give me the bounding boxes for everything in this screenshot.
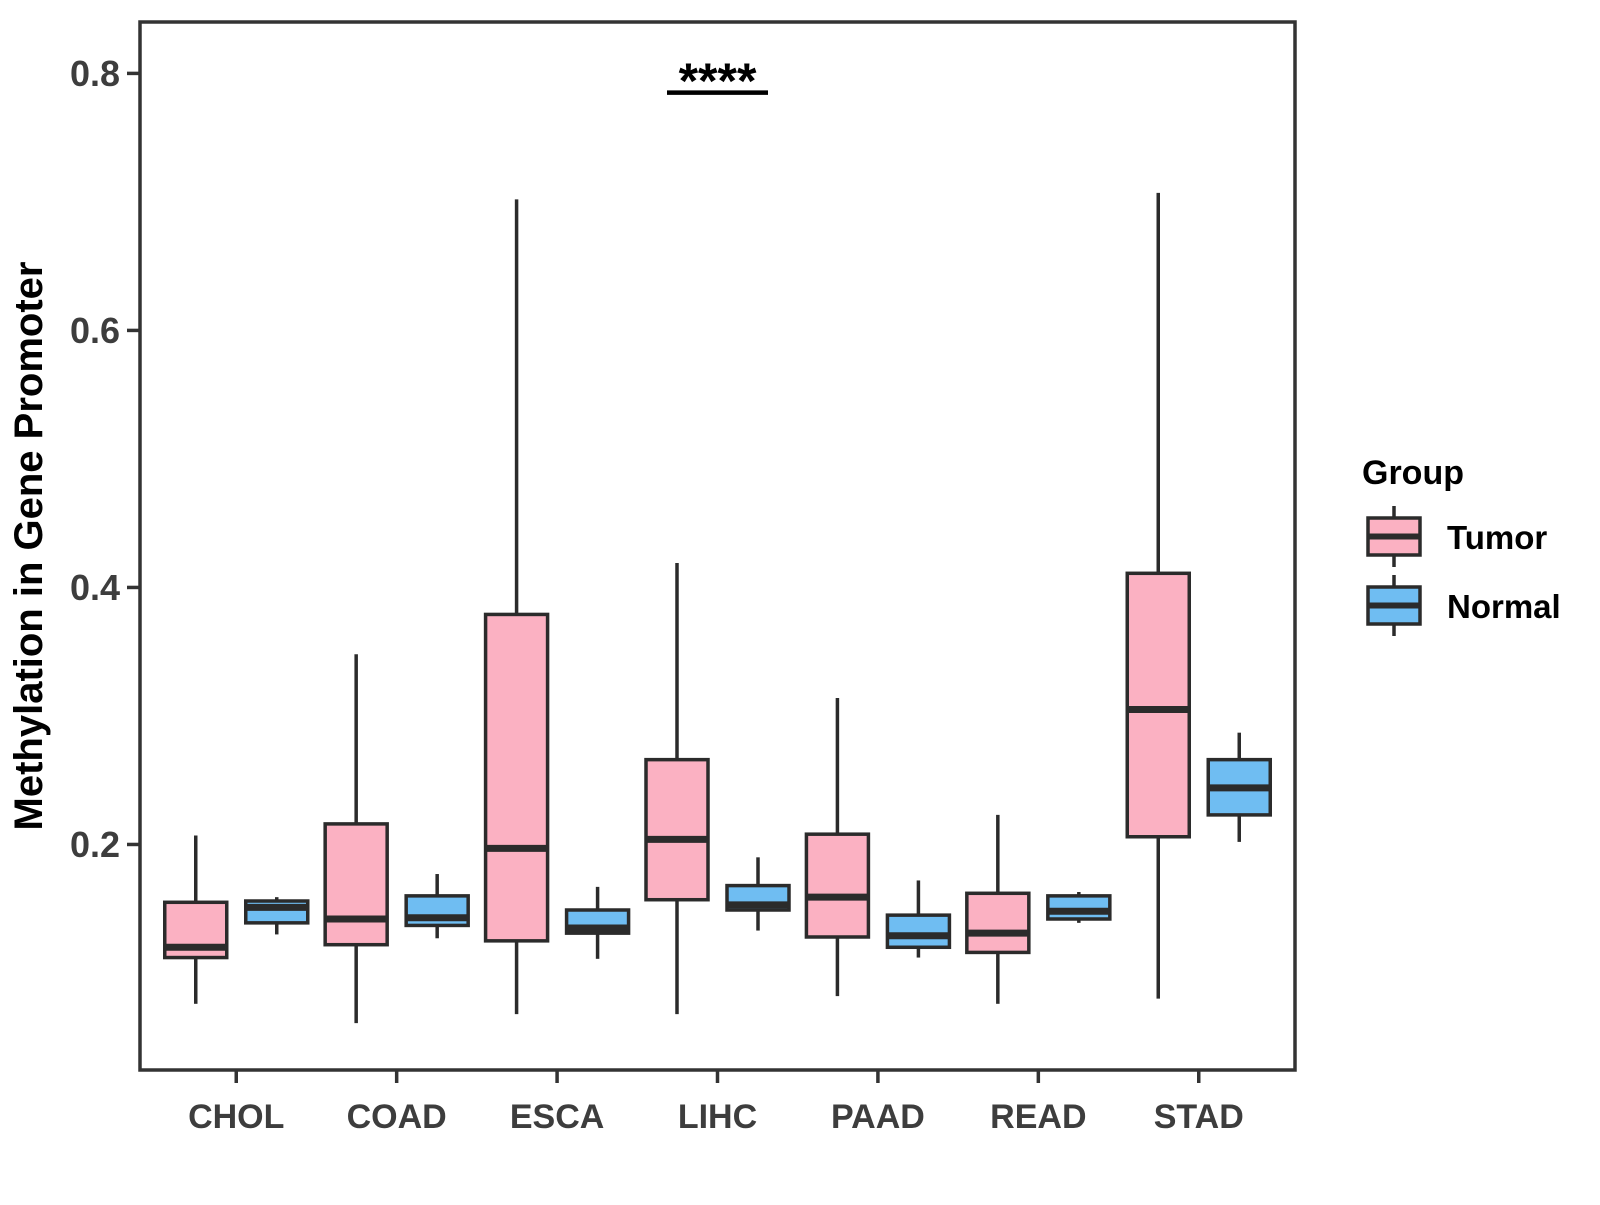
legend-entry-normal: Normal [1366, 575, 1561, 636]
box-esca-tumor [483, 199, 550, 1015]
box-esca-normal [564, 886, 631, 959]
box-read-normal [1046, 892, 1112, 923]
iqr-box [323, 822, 389, 947]
box-paad-tumor [804, 697, 871, 997]
box-read-tumor [965, 814, 1031, 1004]
y-axis-tick-label: 0.4 [70, 567, 120, 608]
iqr-box [804, 832, 871, 939]
box-coad-normal [404, 874, 470, 939]
y-axis-tick-label: 0.2 [70, 824, 120, 865]
iqr-box [885, 913, 952, 950]
x-axis-label-esca: ESCA [510, 1098, 604, 1136]
legend-title: Group [1362, 454, 1464, 492]
box-coad-tumor [323, 654, 389, 1024]
y-axis-tick-label: 0.8 [70, 53, 120, 94]
box-stad-tumor [1125, 192, 1191, 999]
legend-entry-tumor: Tumor [1366, 506, 1547, 567]
y-axis-tick-label: 0.6 [70, 310, 120, 351]
x-axis-label-lihc: LIHC [678, 1098, 757, 1136]
x-axis-label-stad: STAD [1154, 1098, 1244, 1136]
plot-panel [138, 20, 1297, 1072]
box-chol-tumor [163, 835, 229, 1004]
box-lihc-tumor [644, 563, 710, 1015]
y-axis-title: Methylation in Gene Promoter [7, 262, 51, 831]
iqr-box [1046, 894, 1112, 921]
iqr-box [644, 757, 710, 902]
legend-label-normal: Normal [1447, 588, 1561, 625]
legend-label-tumor: Tumor [1447, 519, 1547, 556]
significance-stars: **** [679, 53, 757, 109]
iqr-box [965, 891, 1031, 955]
box-paad-normal [885, 880, 952, 958]
x-axis-label-coad: COAD [347, 1098, 447, 1136]
x-axis-label-chol: CHOL [188, 1098, 284, 1136]
box-chol-normal [244, 897, 310, 935]
box-lihc-normal [725, 857, 791, 931]
iqr-box [483, 612, 550, 943]
box-stad-normal [1206, 732, 1272, 842]
x-axis-label-paad: PAAD [831, 1098, 925, 1136]
x-axis-label-read: READ [990, 1098, 1086, 1136]
iqr-box [1125, 571, 1191, 839]
